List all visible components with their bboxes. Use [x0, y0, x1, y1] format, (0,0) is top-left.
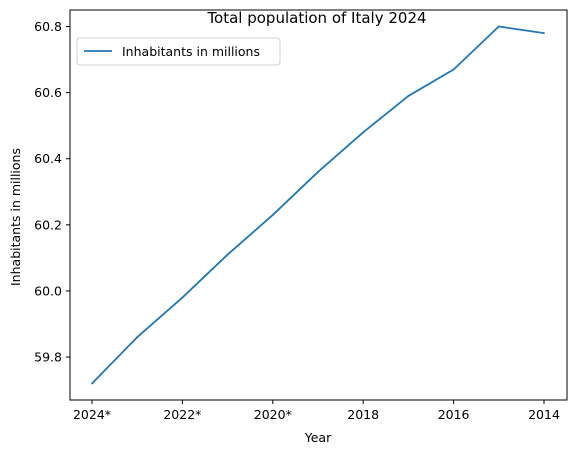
data-point-2017 — [407, 95, 410, 97]
chart-title: Total population of Italy 2024 — [206, 9, 426, 27]
data-point-2016 — [452, 68, 455, 71]
y-tick-label-60-2: 60.2 — [34, 217, 62, 232]
x-tick-label-2014: 2014 — [528, 407, 560, 422]
data-point-2018 — [362, 131, 365, 134]
series-layer — [91, 25, 545, 385]
data-point-2024 — [91, 382, 93, 385]
data-point-2015 — [497, 25, 500, 28]
y-tick-label-60-8: 60.8 — [34, 19, 62, 34]
y-tick-label-60-6: 60.6 — [34, 85, 62, 100]
y-axis-label: Inhabitants in millions — [8, 148, 23, 286]
data-point-2021 — [226, 253, 229, 256]
legend-label: Inhabitants in millions — [122, 44, 260, 59]
data-point-2020 — [271, 214, 274, 216]
y-axis-ticks: 59.8 60.0 60.2 60.4 60.6 60.8 — [34, 19, 70, 365]
y-tick-label-60-0: 60.0 — [34, 283, 62, 298]
y-tick-label-59-8: 59.8 — [34, 350, 62, 365]
data-point-2014 — [543, 32, 545, 35]
data-point-2019 — [317, 171, 319, 173]
plot-frame — [69, 9, 568, 401]
y-tick-label-60-4: 60.4 — [34, 151, 62, 166]
x-tick-label-2016: 2016 — [438, 407, 470, 422]
x-tick-label-2020: 2020* — [254, 407, 292, 422]
x-axis-ticks: 2024* 2022* 2020* 2018 2016 2014 — [73, 400, 560, 422]
legend: Inhabitants in millions — [76, 37, 281, 66]
x-axis-label: Year — [304, 430, 332, 445]
data-point-2023 — [136, 336, 139, 339]
data-point-2022 — [181, 296, 184, 299]
x-tick-label-2022: 2022* — [163, 407, 201, 422]
legend-box — [76, 37, 281, 66]
x-tick-label-2018: 2018 — [347, 407, 379, 422]
x-tick-label-2024: 2024* — [73, 407, 111, 422]
